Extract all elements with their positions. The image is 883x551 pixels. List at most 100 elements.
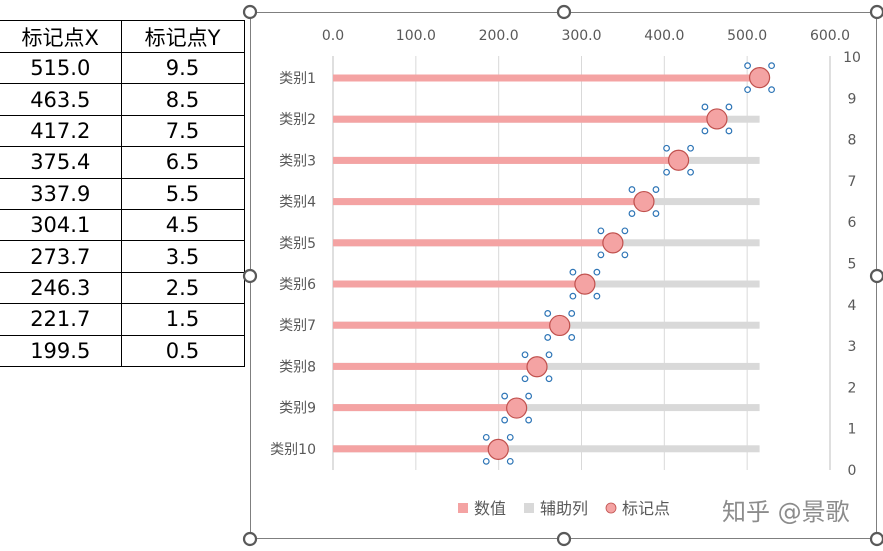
marker-circle[interactable] xyxy=(506,397,528,419)
selection-handle[interactable] xyxy=(506,457,514,465)
marker-circle[interactable] xyxy=(549,314,571,337)
selection-handle[interactable] xyxy=(628,210,636,217)
selection-handle[interactable] xyxy=(744,86,751,94)
resize-handle[interactable] xyxy=(242,531,258,547)
selection-handle[interactable] xyxy=(545,351,553,359)
cell-marker-x[interactable]: 515.0 xyxy=(0,51,122,85)
value-bar[interactable] xyxy=(333,280,585,288)
resize-handle[interactable] xyxy=(556,4,572,20)
selection-handle[interactable] xyxy=(569,268,577,276)
selection-handle[interactable] xyxy=(663,144,670,152)
selection-handle[interactable] xyxy=(521,351,529,359)
selection-handle[interactable] xyxy=(568,334,576,341)
cell-marker-x[interactable]: 199.5 xyxy=(0,334,122,367)
cell-marker-y[interactable]: 4.5 xyxy=(120,208,245,242)
marker-point[interactable] xyxy=(701,103,733,135)
selection-handle[interactable] xyxy=(597,251,605,259)
selection-handle[interactable] xyxy=(701,103,709,111)
selection-handle[interactable] xyxy=(701,127,709,135)
header-cell-y[interactable]: 标记点Y xyxy=(120,20,245,53)
selection-handle[interactable] xyxy=(568,310,576,317)
selection-handle[interactable] xyxy=(768,62,775,70)
resize-handle[interactable] xyxy=(556,531,572,547)
selection-handle[interactable] xyxy=(597,227,605,235)
selection-handle[interactable] xyxy=(663,168,670,176)
value-bar[interactable] xyxy=(333,362,538,370)
cell-marker-y[interactable]: 0.5 xyxy=(120,334,245,367)
helper-bar[interactable] xyxy=(333,404,760,412)
resize-handle[interactable] xyxy=(869,531,883,547)
marker-circle[interactable] xyxy=(602,232,624,254)
cell-marker-x[interactable]: 246.3 xyxy=(0,271,122,305)
y2-tick-label: 5 xyxy=(848,257,857,273)
selection-handle[interactable] xyxy=(482,433,490,441)
value-bar[interactable] xyxy=(333,321,560,329)
value-bar[interactable] xyxy=(333,156,679,164)
selection-handle[interactable] xyxy=(768,86,775,94)
cell-marker-y[interactable]: 7.5 xyxy=(120,114,245,148)
marker-point[interactable] xyxy=(597,227,629,259)
cell-marker-y[interactable]: 6.5 xyxy=(120,146,245,179)
selection-handle[interactable] xyxy=(652,186,660,193)
selection-handle[interactable] xyxy=(525,416,533,424)
marker-point[interactable] xyxy=(482,433,514,465)
value-bar[interactable] xyxy=(333,445,499,453)
selection-handle[interactable] xyxy=(621,227,629,235)
selection-handle[interactable] xyxy=(482,457,490,465)
resize-handle[interactable] xyxy=(869,268,883,284)
value-bar[interactable] xyxy=(333,404,517,412)
cell-marker-x[interactable]: 221.7 xyxy=(0,303,122,336)
marker-point[interactable] xyxy=(544,310,576,341)
selection-handle[interactable] xyxy=(544,310,552,317)
cell-marker-x[interactable]: 375.4 xyxy=(0,146,122,179)
resize-handle[interactable] xyxy=(869,4,883,20)
selection-handle[interactable] xyxy=(506,433,514,441)
selection-handle[interactable] xyxy=(544,334,552,341)
selection-handle[interactable] xyxy=(545,375,553,383)
marker-point[interactable] xyxy=(744,62,775,94)
value-bar[interactable] xyxy=(333,115,717,123)
marker-point[interactable] xyxy=(569,268,601,300)
cell-marker-x[interactable]: 304.1 xyxy=(0,208,122,242)
selection-handle[interactable] xyxy=(593,268,601,276)
value-bar[interactable] xyxy=(333,74,760,82)
selection-handle[interactable] xyxy=(521,375,529,383)
resize-handle[interactable] xyxy=(242,268,258,284)
cell-marker-y[interactable]: 1.5 xyxy=(120,303,245,336)
marker-point[interactable] xyxy=(521,351,553,383)
selection-handle[interactable] xyxy=(687,168,694,176)
marker-circle[interactable] xyxy=(487,438,509,460)
selection-handle[interactable] xyxy=(628,186,636,193)
cell-marker-y[interactable]: 5.5 xyxy=(120,177,245,210)
marker-point[interactable] xyxy=(501,392,533,424)
selection-handle[interactable] xyxy=(501,416,509,424)
selection-handle[interactable] xyxy=(621,251,629,259)
header-cell-x[interactable]: 标记点X xyxy=(0,20,122,53)
marker-circle[interactable] xyxy=(574,273,596,295)
marker-circle[interactable] xyxy=(706,108,728,130)
marker-circle[interactable] xyxy=(633,190,655,213)
selection-handle[interactable] xyxy=(525,392,533,400)
helper-bar[interactable] xyxy=(333,445,760,453)
marker-point[interactable] xyxy=(663,144,694,176)
selection-handle[interactable] xyxy=(687,144,694,152)
cell-marker-x[interactable]: 417.2 xyxy=(0,114,122,148)
selection-handle[interactable] xyxy=(744,62,751,70)
marker-circle[interactable] xyxy=(526,356,548,378)
value-bar[interactable] xyxy=(333,239,613,247)
selection-handle[interactable] xyxy=(725,127,733,135)
value-bar[interactable] xyxy=(333,198,644,206)
selection-handle[interactable] xyxy=(569,292,577,300)
cell-marker-y[interactable]: 9.5 xyxy=(120,51,245,85)
selection-handle[interactable] xyxy=(501,392,509,400)
selection-handle[interactable] xyxy=(652,210,660,217)
selection-handle[interactable] xyxy=(725,103,733,111)
marker-circle[interactable] xyxy=(748,67,771,89)
cell-marker-x[interactable]: 273.7 xyxy=(0,240,122,273)
selection-handle[interactable] xyxy=(593,292,601,300)
cell-marker-y[interactable]: 8.5 xyxy=(120,83,245,116)
resize-handle[interactable] xyxy=(242,4,258,20)
marker-circle[interactable] xyxy=(667,149,690,171)
marker-point[interactable] xyxy=(628,186,660,217)
